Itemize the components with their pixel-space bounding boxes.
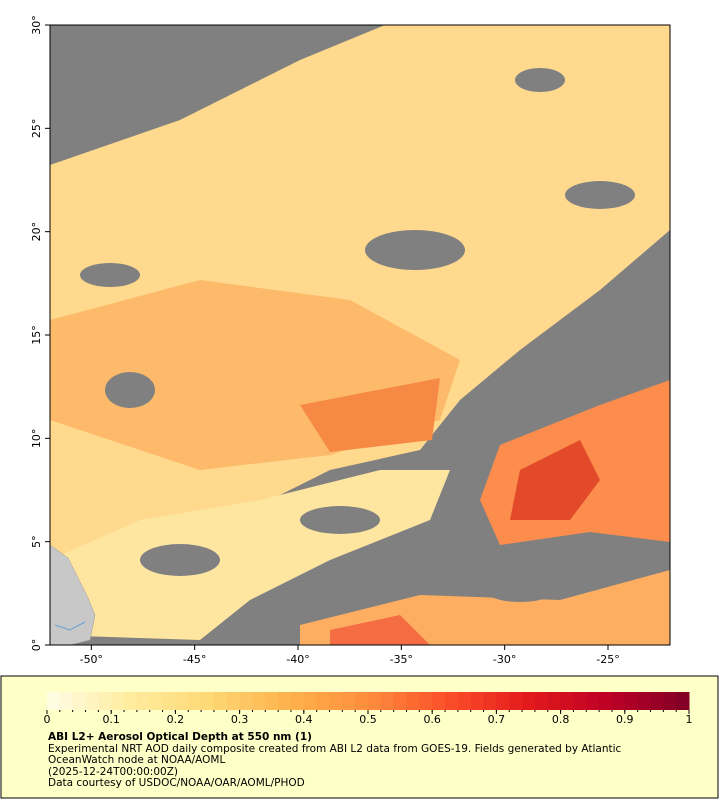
colorbar-segment [432,692,446,710]
colorbar-segment [162,692,176,710]
y-tick-label: 15° [30,325,43,345]
no-data-gap [565,181,635,209]
colorbar-segment [239,692,253,710]
colorbar-segment [522,692,536,710]
y-tick-label: 25° [30,119,43,139]
colorbar-segment [393,692,408,710]
colorbar-segment [663,692,677,710]
river [54,621,86,631]
colorbar-segment [47,692,61,710]
colorbar-segment [547,692,562,710]
colorbar-segment [676,692,690,710]
aerosol-high [510,440,600,520]
colorbar-segment [72,692,87,710]
x-tick-label: -30° [493,653,516,666]
colorbar-tick-label: 0.2 [167,713,185,726]
colorbar-segment [573,692,587,710]
colorbar-segment [534,692,549,710]
y-tick-label: 30° [30,15,43,35]
axes: -50° -45° -40° -35° -30° -25° 0° 5° 10° 15° 20° 25°… [30,15,620,666]
colorbar-segment [406,692,420,710]
caption-description: Experimental NRT AOD daily composite cre… [48,742,622,766]
y-tick-label: 10° [30,429,43,449]
colorbar-segment [278,692,292,710]
colorbar-tick-label: 0.8 [552,713,570,726]
no-data-gap [515,68,565,92]
colorbar: 0 0.1 0.2 0.3 0.4 0.5 0.6 0.7 0.8 0.9 1 [44,692,693,726]
colorbar-segment [316,692,330,710]
colorbar-segment [329,692,343,710]
caption-title: ABI L2+ Aerosol Optical Depth at 550 nm … [48,731,312,743]
x-tick-label: -25° [596,653,619,666]
colorbar-segment [136,692,151,710]
colorbar-segment [355,692,369,710]
no-data-gap [300,506,380,534]
colorbar-tick-label: 0.3 [231,713,249,726]
colorbar-segment [624,692,639,710]
colorbar-segment [637,692,651,710]
colorbar-segment [265,692,279,710]
x-tick-label: -40° [286,653,309,666]
colorbar-tick-label: 0.7 [488,713,506,726]
aerosol-high [300,378,440,452]
caption-credit: Data courtesy of USDOC/NOAA/OAR/AOML/PHO… [48,777,305,789]
no-data-gap [485,578,555,602]
colorbar-segment [380,692,395,710]
colorbar-segment [59,692,74,710]
colorbar-tick-label: 0.9 [616,713,634,726]
colorbar-segment [98,692,112,710]
colorbar-tick-label: 1 [686,713,693,726]
colorbar-segment [599,692,613,710]
no-data-gap [140,544,220,576]
colorbar-segment [149,692,164,710]
colorbar-segment [470,692,485,710]
colorbar-segment [188,692,202,710]
y-tick-label: 5° [30,535,43,548]
colorbar-tick-label: 0 [44,713,51,726]
colorbar-segment [445,692,459,710]
x-tick-label: -50° [80,653,103,666]
colorbar-segment [252,692,266,710]
x-tick-label: -45° [183,653,206,666]
no-data-gap [80,263,140,287]
colorbar-segment [85,692,99,710]
no-data-gap [365,230,465,270]
no-data-gap [105,372,155,408]
colorbar-segment [457,692,472,710]
colorbar-segment [226,692,241,710]
colorbar-tick-label: 0.1 [102,713,120,726]
colorbar-segment [201,692,215,710]
colorbar-segment [124,692,138,710]
colorbar-segment [419,692,433,710]
colorbar-segment [111,692,125,710]
colorbar-segment [213,692,228,710]
colorbar-segment [509,692,523,710]
colorbar-segment [611,692,626,710]
x-tick-label: -35° [390,653,413,666]
colorbar-segment [342,692,356,710]
colorbar-segment [586,692,600,710]
colorbar-tick-label: 0.5 [359,713,377,726]
colorbar-segment [650,692,664,710]
map [49,24,671,646]
colorbar-tick-label: 0.4 [295,713,313,726]
colorbar-segment [303,692,318,710]
aerosol-high [330,615,430,645]
y-tick-label: 20° [30,222,43,242]
colorbar-segment [483,692,497,710]
colorbar-segment [368,692,382,710]
y-tick-label: 0° [30,639,43,652]
colorbar-segment [175,692,189,710]
colorbar-segment [560,692,574,710]
caption-time: (2025-12-24T00:00:00Z) [48,765,178,778]
caption: ABI L2+ Aerosol Optical Depth at 550 nm … [48,731,688,790]
colorbar-segment [290,692,305,710]
colorbar-tick-label: 0.6 [423,713,441,726]
colorbar-segment [496,692,510,710]
